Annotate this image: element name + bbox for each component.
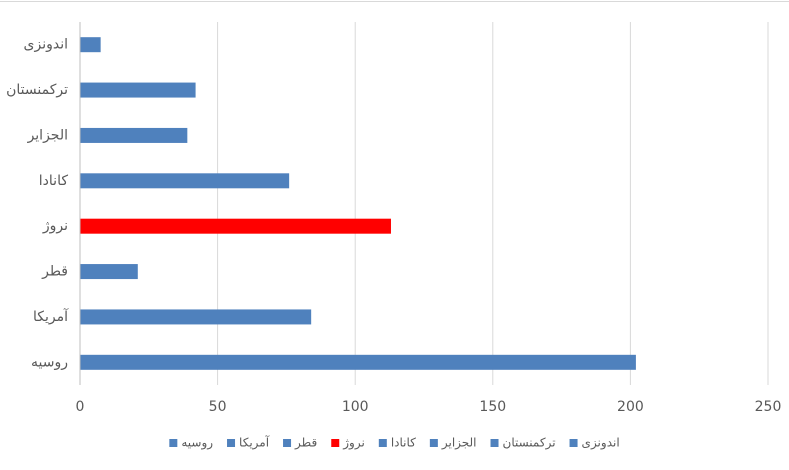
- y-tick-label: آمریکا: [33, 308, 69, 325]
- x-tick-label: 150: [479, 399, 506, 415]
- x-tick-label: 50: [209, 399, 227, 415]
- legend-swatch: [490, 439, 499, 447]
- bar: [80, 309, 312, 325]
- y-tick-label: روسیه: [31, 354, 68, 370]
- bar: [80, 354, 636, 370]
- bar: [80, 173, 290, 189]
- legend-label: کانادا: [391, 436, 416, 450]
- legend-label: نروژ: [342, 436, 365, 451]
- bar: [80, 218, 391, 234]
- y-tick-label: ترکمنستان: [6, 82, 68, 98]
- legend-label: الجزایر: [441, 436, 477, 451]
- legend-swatch: [378, 439, 387, 447]
- y-tick-label: اندونزی: [24, 37, 68, 53]
- x-tick-label: 200: [617, 399, 644, 415]
- legend-swatch: [283, 439, 292, 447]
- y-tick-label: قطر: [41, 264, 68, 280]
- legend-swatch: [169, 439, 178, 447]
- legend-label: روسیه: [181, 436, 213, 451]
- bar: [80, 82, 196, 98]
- legend-label: ترکمنستان: [503, 436, 556, 451]
- legend-swatch: [569, 439, 578, 447]
- y-tick-label: کانادا: [39, 173, 69, 189]
- legend-label: قطر: [294, 436, 317, 451]
- y-tick-label: نروژ: [42, 218, 68, 234]
- x-tick-label: 250: [755, 399, 782, 415]
- legend-label: آمریکا: [239, 435, 270, 451]
- legend-label: اندونزی: [582, 436, 620, 451]
- x-tick-label: 0: [76, 399, 85, 415]
- x-tick-label: 100: [342, 399, 369, 415]
- y-tick-label: الجزایر: [27, 127, 68, 143]
- legend-swatch: [429, 439, 438, 447]
- bar: [80, 37, 101, 53]
- legend-swatch: [331, 439, 340, 447]
- bar: [80, 127, 188, 143]
- bar: [80, 264, 138, 280]
- legend-swatch: [227, 439, 236, 447]
